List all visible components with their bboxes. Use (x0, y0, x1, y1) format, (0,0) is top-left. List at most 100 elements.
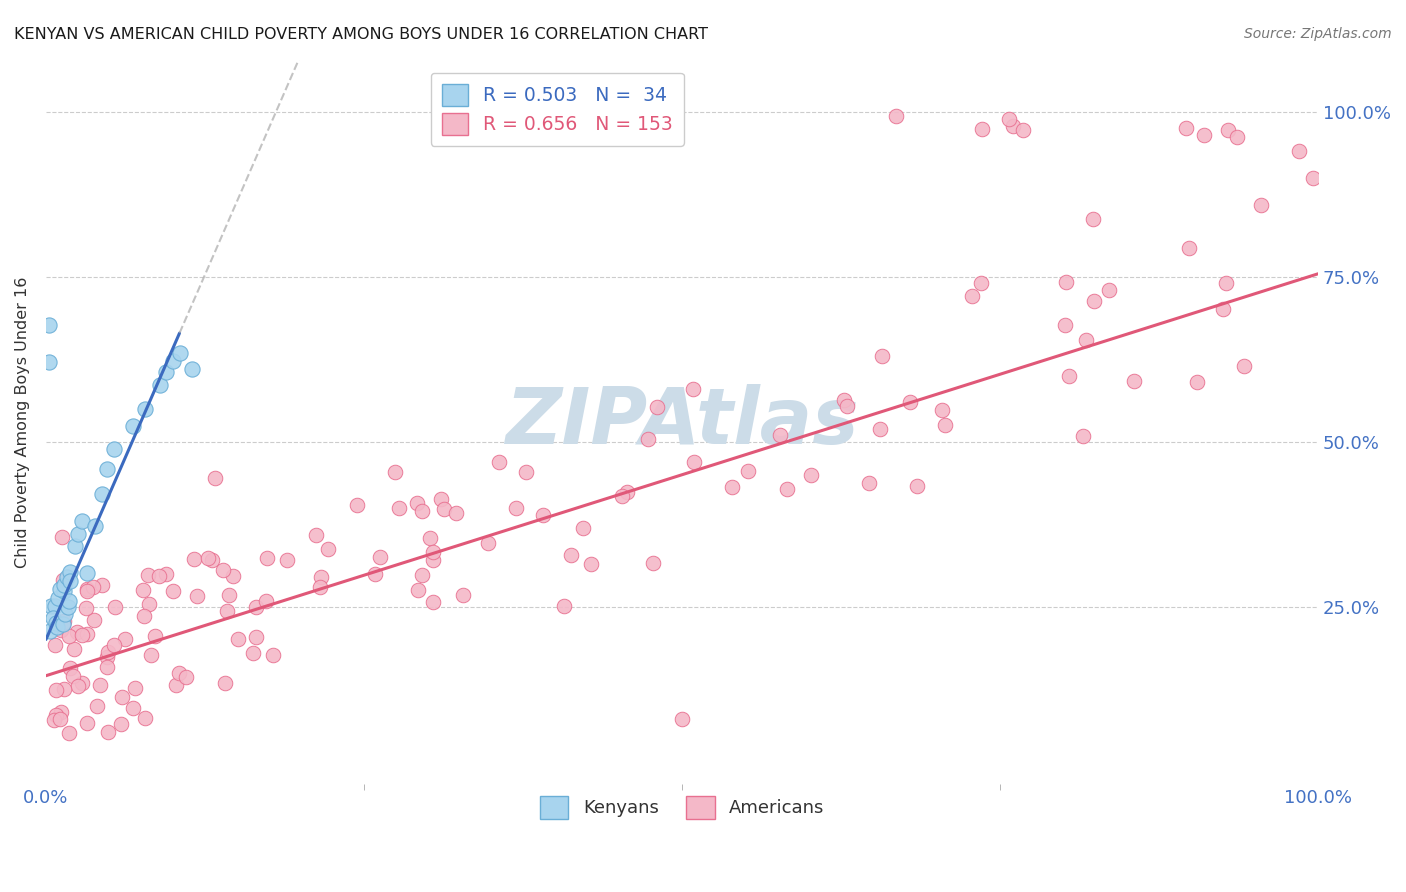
Point (76, 582, 98, 596)
Point (215, 604, 238, 618)
Point (58, 629, 80, 643)
Point (1175, 121, 1198, 136)
Point (53, 607, 76, 621)
Point (1233, 359, 1256, 373)
Point (70, 628, 93, 642)
Point (1194, 128, 1216, 143)
Point (46, 620, 69, 634)
Point (1178, 241, 1201, 255)
Point (169, 346, 191, 360)
Point (411, 567, 433, 582)
Point (180, 362, 202, 376)
Point (53, 614, 76, 628)
Point (131, 582, 153, 597)
Point (997, 112, 1019, 126)
Point (59, 574, 82, 588)
Point (308, 580, 330, 594)
Point (114, 632, 136, 646)
Point (972, 122, 994, 136)
Point (97, 725, 120, 739)
Point (134, 402, 156, 417)
Point (905, 478, 928, 492)
Point (384, 466, 406, 480)
Point (51, 623, 73, 637)
Point (309, 569, 332, 583)
Point (579, 558, 602, 572)
Point (90, 487, 112, 501)
Point (89, 678, 111, 692)
Point (75, 601, 97, 615)
Point (960, 288, 983, 302)
Point (405, 496, 427, 510)
Point (776, 482, 799, 496)
Point (256, 551, 278, 566)
Point (204, 471, 226, 485)
Point (138, 598, 160, 612)
Point (76, 627, 98, 641)
Point (139, 648, 162, 662)
Point (641, 556, 664, 570)
Point (560, 548, 582, 562)
Point (76, 716, 98, 731)
Point (419, 531, 441, 545)
Point (49, 582, 72, 596)
Point (44, 599, 66, 614)
Point (124, 681, 146, 696)
Point (162, 584, 184, 599)
Point (1226, 129, 1249, 144)
Point (186, 589, 208, 603)
Point (103, 442, 125, 456)
Point (451, 588, 474, 602)
Point (52, 681, 75, 696)
Point (212, 563, 235, 577)
Point (1302, 171, 1324, 186)
Point (1123, 374, 1146, 388)
Point (316, 542, 339, 557)
Point (800, 467, 823, 482)
Point (515, 465, 537, 479)
Point (1212, 302, 1234, 317)
Point (38, 355, 60, 369)
Point (934, 417, 956, 432)
Point (149, 377, 172, 392)
Point (42, 610, 65, 624)
Point (637, 433, 659, 447)
Point (970, 276, 993, 290)
Point (52, 616, 75, 631)
Point (1215, 276, 1237, 290)
Point (411, 504, 433, 518)
Point (682, 455, 704, 469)
Point (45, 616, 67, 631)
Point (430, 492, 453, 507)
Point (1071, 429, 1094, 443)
Point (1053, 318, 1076, 332)
Point (44, 638, 66, 652)
Point (572, 521, 595, 535)
Point (242, 646, 264, 660)
Point (422, 545, 444, 559)
Point (62, 642, 84, 657)
Point (76, 566, 98, 580)
Point (45, 682, 67, 697)
Point (84, 518, 107, 533)
Text: Source: ZipAtlas.com: Source: ZipAtlas.com (1244, 27, 1392, 41)
Point (148, 569, 170, 583)
Point (1011, 122, 1033, 136)
Point (197, 550, 219, 565)
Point (720, 480, 742, 494)
Point (245, 600, 267, 615)
Point (446, 506, 468, 520)
Point (134, 711, 156, 725)
Point (162, 354, 184, 368)
Point (56, 600, 79, 615)
Point (1083, 293, 1105, 308)
Point (305, 527, 328, 541)
Point (222, 569, 245, 583)
Point (52, 574, 75, 588)
Point (65, 540, 87, 554)
Point (62, 668, 84, 682)
Point (226, 632, 249, 646)
Point (364, 566, 387, 581)
Point (214, 676, 236, 690)
Point (67, 527, 90, 541)
